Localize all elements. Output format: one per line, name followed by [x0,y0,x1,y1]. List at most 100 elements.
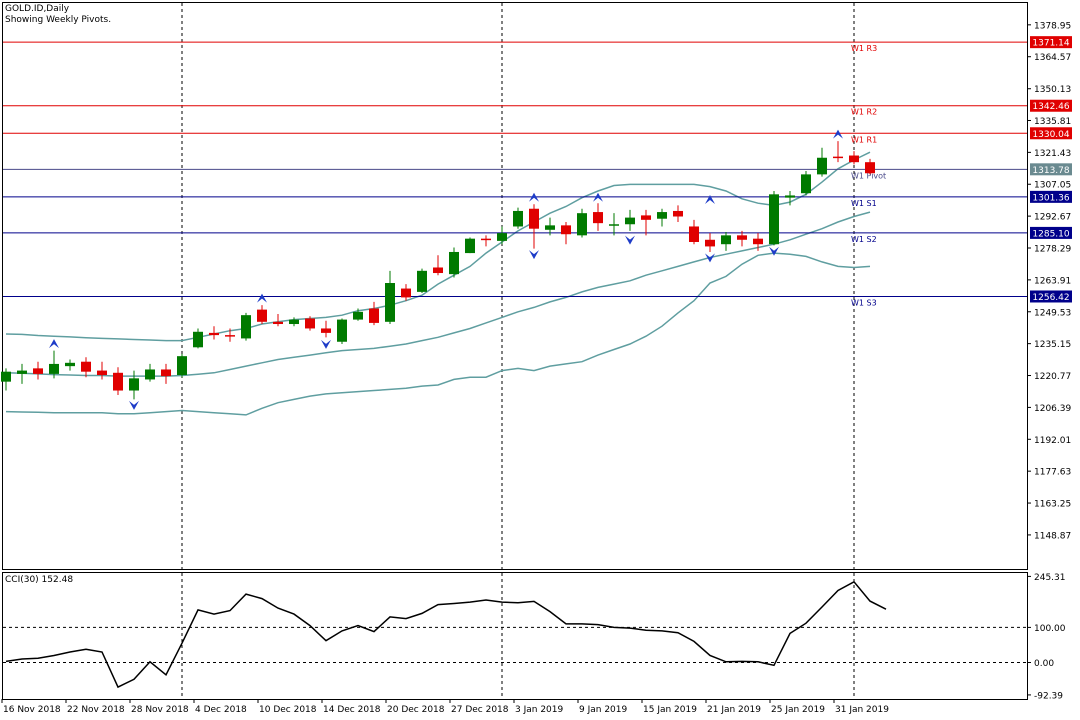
cci-tick-label: 245.31 [1034,573,1066,583]
level-price-text: 1313.78 [1032,166,1069,176]
price-tick-label: 1148.87 [1034,531,1071,541]
fractal-down-marker [321,339,331,349]
candle-bearish [225,335,235,337]
time-tick-label: 9 Jan 2019 [579,705,627,715]
fractal-up-marker [49,339,59,349]
candle-bullish [289,319,299,325]
price-tick-label: 1249.53 [1034,308,1071,318]
candle-bullish [785,195,795,198]
candle-bullish [17,370,27,374]
candle-bullish [449,251,459,275]
candle-bearish [305,318,315,329]
level-price-tag [1030,127,1072,140]
candle-bullish [385,283,395,322]
price-tick-label: 1335.81 [1034,117,1071,127]
candle-bullish [801,174,811,194]
pivot-subtitle: Showing Weekly Pivots. [5,15,112,25]
level-price-text: 1256.42 [1032,293,1069,303]
price-tick-label: 1378.95 [1034,21,1071,31]
fractal-up-marker [529,192,539,202]
level-label: W1 S1 [851,199,877,208]
price-tick-label: 1220.77 [1034,372,1071,382]
vertical-grid [181,3,855,699]
cci-tick-label: -92.39 [1034,691,1063,701]
candle-bullish [129,378,139,391]
time-tick-label: 3 Jan 2019 [515,705,563,715]
candle-bullish [145,369,155,380]
main-panel-border [2,2,1028,570]
candle-bullish [417,270,427,292]
price-tick-label: 1278.29 [1034,245,1071,255]
level-price-tag [1030,226,1072,239]
candle-bearish [97,370,107,376]
level-price-tag [1030,99,1072,112]
fractal-down-marker [705,253,715,263]
price-tick-label: 1292.67 [1034,213,1071,223]
level-price-text: 1371.14 [1032,39,1069,49]
candlesticks [1,141,875,400]
cci-line [5,580,887,689]
price-tick-label: 1235.15 [1034,340,1071,350]
time-tick-label: 14 Dec 2018 [323,705,381,715]
fractal-up-marker [833,129,843,139]
candle-bearish [561,225,571,235]
candle-bullish [577,213,587,236]
symbol-label: GOLD.ID,Daily [5,4,70,14]
candle-bearish [705,239,715,247]
bollinger-bands [5,151,871,416]
candle-bullish [545,225,555,230]
time-tick-label: 22 Nov 2018 [67,705,125,715]
candle-bullish [1,371,11,382]
level-label: W1 Pivot [851,171,886,180]
fractal-down-marker [625,235,635,245]
price-tick-label: 1177.63 [1034,468,1071,478]
fractal-up-marker [705,194,715,204]
level-label: W1 S2 [851,235,877,244]
price-tick-label: 1263.91 [1034,276,1071,286]
fractal-up-marker [257,293,267,303]
candle-bullish [817,157,827,175]
fractal-markers [49,129,843,410]
cci-panel-border [2,572,1028,700]
candle-bullish [353,311,363,320]
time-tick-label: 4 Dec 2018 [195,705,247,715]
candle-bullish [609,224,619,226]
candle-bullish [49,363,59,374]
price-tick-label: 1364.57 [1034,53,1071,63]
level-price-text: 1301.36 [1032,193,1069,203]
time-tick-label: 28 Nov 2018 [131,705,189,715]
candle-bearish [161,369,171,377]
candle-bearish [849,155,859,163]
candle-bearish [529,208,539,229]
time-tick-label: 15 Jan 2019 [643,705,697,715]
candle-bullish [337,319,347,342]
pivot-levels: W1 R3 W1 R2 W1 R1 W1 Pivot W1 S1 W1 S2 W1 S3 [3,41,1027,307]
level-price-tag [1030,163,1072,176]
time-tick-label: 21 Jan 2019 [707,705,761,715]
cci-axis: 245.31 100.00 0.00 -92.39 [1027,573,1066,701]
cci-label: CCI(30) 152.48 [5,575,74,585]
cci-indicator [3,580,1027,689]
candle-bullish [465,238,475,254]
level-price-tag [1030,190,1072,203]
candle-bullish [241,315,251,339]
candle-bearish [433,267,443,274]
price-tick-label: 1307.05 [1034,181,1071,191]
bollinger-lower-line [5,252,871,416]
price-axis[interactable]: 1378.95 1364.57 1350.13 1335.81 1321.43 1307.… [1027,21,1071,541]
fractal-down-marker [129,400,139,410]
candle-bearish [481,238,491,241]
level-price-text: 1330.04 [1032,130,1069,140]
candle-bearish [401,288,411,298]
candle-bullish [513,210,523,227]
candle-bullish [625,217,635,225]
time-axis[interactable]: 16 Nov 2018 22 Nov 2018 28 Nov 2018 4 Dec 2… [1,699,889,715]
candle-bearish [753,238,763,245]
time-tick-label: 20 Dec 2018 [387,705,445,715]
level-label: W1 R3 [851,44,877,53]
level-price-tags: 1371.14 1342.46 1330.04 1313.78 1301.36 1285.… [1030,36,1072,303]
time-tick-label: 31 Jan 2019 [835,705,889,715]
candle-bearish [833,156,843,159]
candle-bearish [641,215,651,220]
